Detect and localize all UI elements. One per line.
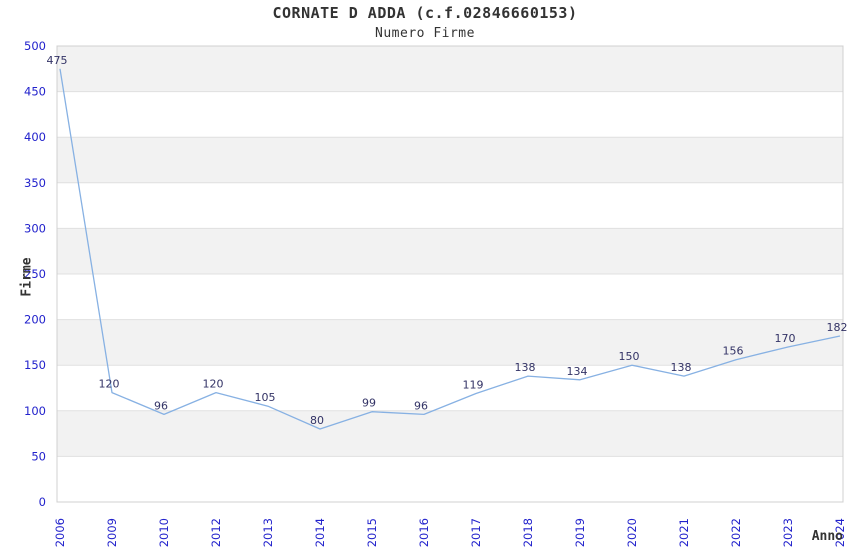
plot-band <box>57 410 843 457</box>
y-tick-label: 300 <box>24 221 46 235</box>
y-tick-label: 400 <box>24 130 46 144</box>
x-axis-title: Anno <box>811 529 843 544</box>
data-label: 80 <box>310 414 324 427</box>
data-label: 120 <box>99 378 120 391</box>
x-tick-label: 2009 <box>105 518 119 547</box>
y-tick-label: 100 <box>24 404 46 418</box>
data-label: 182 <box>827 321 848 334</box>
data-label: 156 <box>723 345 744 358</box>
x-tick-label: 2021 <box>677 518 691 547</box>
data-label: 138 <box>671 361 692 374</box>
x-tick-label: 2013 <box>261 518 275 547</box>
plot-band <box>57 46 843 92</box>
y-tick-label: 50 <box>31 449 46 463</box>
x-tick-label: 2022 <box>729 518 743 547</box>
data-label: 120 <box>203 378 224 391</box>
x-tick-label: 2016 <box>417 518 431 547</box>
plot-band <box>57 137 843 183</box>
x-tick-label: 2020 <box>625 518 639 547</box>
plot-band <box>57 228 843 274</box>
x-tick-label: 2015 <box>365 518 379 547</box>
y-tick-label: 350 <box>24 176 46 190</box>
chart-title: CORNATE D ADDA (c.f.02846660153) <box>272 4 578 22</box>
plot-border <box>56 45 844 503</box>
x-tick-label: 2017 <box>469 518 483 547</box>
data-label: 96 <box>414 399 428 412</box>
y-tick-label: 0 <box>39 495 46 509</box>
data-label: 170 <box>775 332 796 345</box>
y-tick-label: 450 <box>24 85 46 99</box>
data-label: 150 <box>619 350 640 363</box>
y-tick-label: 500 <box>24 39 46 53</box>
trend-line <box>59 68 841 430</box>
x-tick-label: 2012 <box>209 518 223 547</box>
x-tick-label: 2014 <box>313 518 327 547</box>
data-label: 475 <box>47 54 68 67</box>
x-tick-label: 2006 <box>53 518 67 547</box>
data-label: 134 <box>567 365 588 378</box>
data-label: 105 <box>255 391 276 404</box>
data-label: 99 <box>362 397 376 410</box>
y-axis-title: Firme <box>19 257 35 297</box>
y-tick-label: 200 <box>24 313 46 327</box>
x-tick-label: 2023 <box>781 518 795 547</box>
y-tick-label: 250 <box>24 267 46 281</box>
data-label: 96 <box>154 399 168 412</box>
x-tick-label: 2018 <box>521 518 535 547</box>
plot-band <box>57 319 843 366</box>
y-tick-label: 150 <box>24 358 46 372</box>
chart-subtitle: Numero Firme <box>375 26 475 41</box>
x-tick-label: 2024 <box>833 518 847 547</box>
x-tick-label: 2019 <box>573 518 587 547</box>
data-label: 119 <box>463 378 484 391</box>
x-tick-label: 2010 <box>157 518 171 547</box>
data-label: 138 <box>515 361 536 374</box>
